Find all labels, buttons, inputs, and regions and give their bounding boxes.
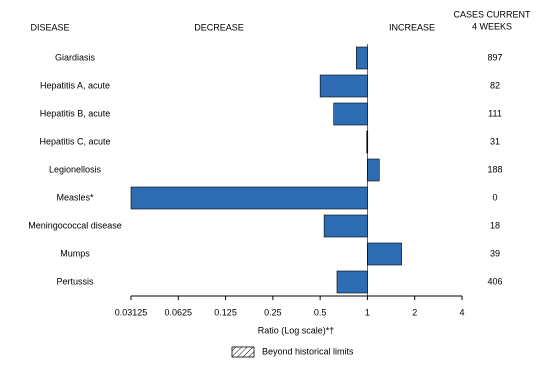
bar xyxy=(356,46,368,70)
x-tick-label: 1 xyxy=(365,307,370,317)
category-label: Mumps xyxy=(60,248,90,258)
category-label: Hepatitis C, acute xyxy=(39,136,110,146)
cases-value: 897 xyxy=(487,52,502,62)
category-label: Legionellosis xyxy=(49,164,102,174)
increase-label: INCREASE xyxy=(389,22,435,32)
category-label: Pertussis xyxy=(56,276,94,286)
legend-swatch xyxy=(231,346,255,358)
cases-value: 31 xyxy=(490,136,500,146)
decrease-label: DECREASE xyxy=(194,22,244,32)
legend-label: Beyond historical limits xyxy=(262,346,354,356)
bar xyxy=(319,74,368,98)
cases-value: 39 xyxy=(490,248,500,258)
cases-header: 4 WEEKS xyxy=(472,21,512,31)
category-label: Meningococcal disease xyxy=(28,220,122,230)
category-label: Measles* xyxy=(56,192,94,202)
bar xyxy=(336,270,368,294)
category-header: DISEASE xyxy=(30,22,69,32)
x-tick-label: 4 xyxy=(459,307,464,317)
cases-value: 0 xyxy=(492,192,497,202)
x-tick-label: 0.125 xyxy=(214,307,237,317)
category-label: Hepatitis A, acute xyxy=(40,80,110,90)
x-tick-label: 0.03125 xyxy=(115,307,148,317)
bar xyxy=(367,242,402,266)
cases-value: 111 xyxy=(488,108,502,118)
x-tick-label: 2 xyxy=(412,307,417,317)
x-tick-label: 0.25 xyxy=(264,307,282,317)
category-label: Hepatitis B, acute xyxy=(40,108,111,118)
x-axis-label: Ratio (Log scale)*† xyxy=(258,325,335,335)
bar xyxy=(323,214,368,238)
bar xyxy=(130,186,368,210)
x-tick-label: 0.0625 xyxy=(165,307,193,317)
category-label: Giardiasis xyxy=(55,52,96,62)
cases-value: 18 xyxy=(490,220,500,230)
cases-value: 188 xyxy=(487,164,502,174)
cases-value: 82 xyxy=(490,80,500,90)
bar xyxy=(333,102,368,126)
bar xyxy=(367,158,380,182)
cases-header: CASES CURRENT xyxy=(453,9,531,19)
x-tick-label: 0.5 xyxy=(314,307,327,317)
cases-value: 406 xyxy=(487,276,502,286)
